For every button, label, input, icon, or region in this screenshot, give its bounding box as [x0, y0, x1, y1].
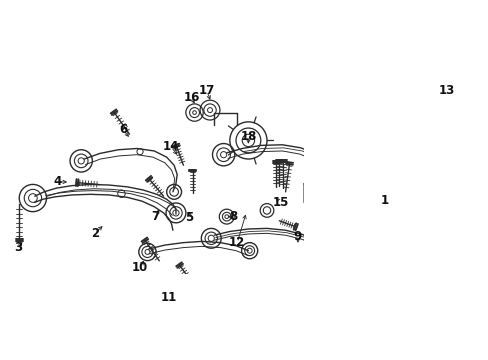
Text: 18: 18	[240, 130, 256, 143]
Text: 3: 3	[14, 241, 22, 254]
Text: 1: 1	[380, 194, 388, 207]
Text: 2: 2	[91, 227, 99, 240]
Text: 5: 5	[185, 211, 193, 224]
Text: 16: 16	[183, 91, 199, 104]
Text: 7: 7	[151, 210, 159, 223]
Text: 12: 12	[229, 236, 245, 249]
Text: 14: 14	[163, 140, 179, 153]
Text: 4: 4	[53, 175, 61, 188]
Text: 11: 11	[161, 291, 177, 303]
Text: 10: 10	[131, 261, 147, 274]
Text: 9: 9	[293, 230, 302, 243]
Text: 6: 6	[119, 123, 127, 136]
Text: 17: 17	[199, 84, 215, 98]
Text: 13: 13	[438, 84, 454, 98]
Text: 15: 15	[272, 196, 288, 209]
Text: 8: 8	[229, 210, 237, 223]
